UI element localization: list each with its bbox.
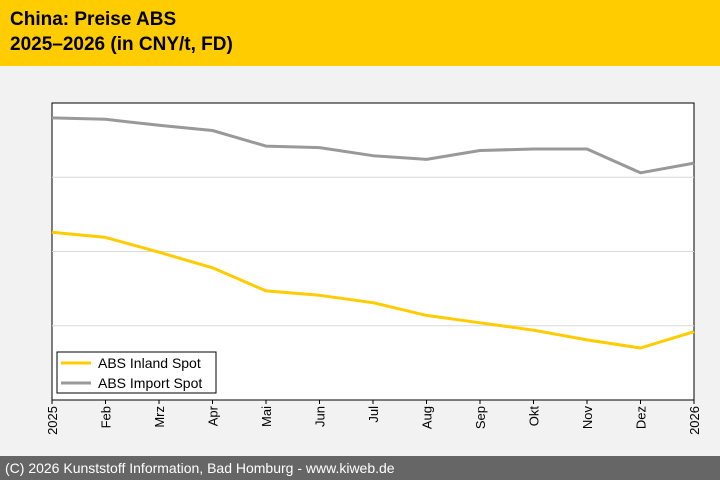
- x-tick-label: Nov: [580, 406, 595, 430]
- x-tick-label: Okt: [527, 406, 542, 427]
- legend-label: ABS Import Spot: [98, 375, 202, 391]
- x-tick-label: Jul: [366, 406, 381, 423]
- x-tick-label: Aug: [420, 406, 435, 429]
- legend-box: [56, 351, 217, 394]
- x-tick-label: 2026: [687, 406, 702, 435]
- x-tick-label: Sep: [473, 406, 488, 429]
- chart-title: China: Preise ABS: [10, 9, 177, 30]
- legend-label: ABS Inland Spot: [98, 355, 201, 371]
- x-tick-label: Apr: [206, 405, 221, 426]
- x-tick-label: Mai: [259, 406, 274, 427]
- footer-bar: (C) 2026 Kunststoff Information, Bad Hom…: [0, 456, 720, 480]
- header-bar: China: Preise ABS 2025–2026 (in CNY/t, F…: [0, 0, 720, 66]
- chart-subtitle: 2025–2026 (in CNY/t, FD): [10, 34, 233, 55]
- x-tick-label: Dez: [634, 406, 649, 429]
- copyright-text: (C) 2026 Kunststoff Information, Bad Hom…: [5, 460, 395, 476]
- series-line-import: [51, 116, 695, 175]
- x-tick-label: Jun: [313, 406, 328, 427]
- x-tick-label: 2025: [45, 406, 60, 435]
- x-tick-label: Mrz: [152, 406, 167, 428]
- series-line-inland: [51, 230, 695, 350]
- line-chart: 2025 Feb Mrz Apr Mai Jun Jul Aug Sep Okt Nov Dez 202…: [45, 102, 702, 435]
- x-tick-label: Feb: [99, 406, 114, 428]
- legend: ABS Inland Spot ABS Import Spot: [56, 351, 217, 394]
